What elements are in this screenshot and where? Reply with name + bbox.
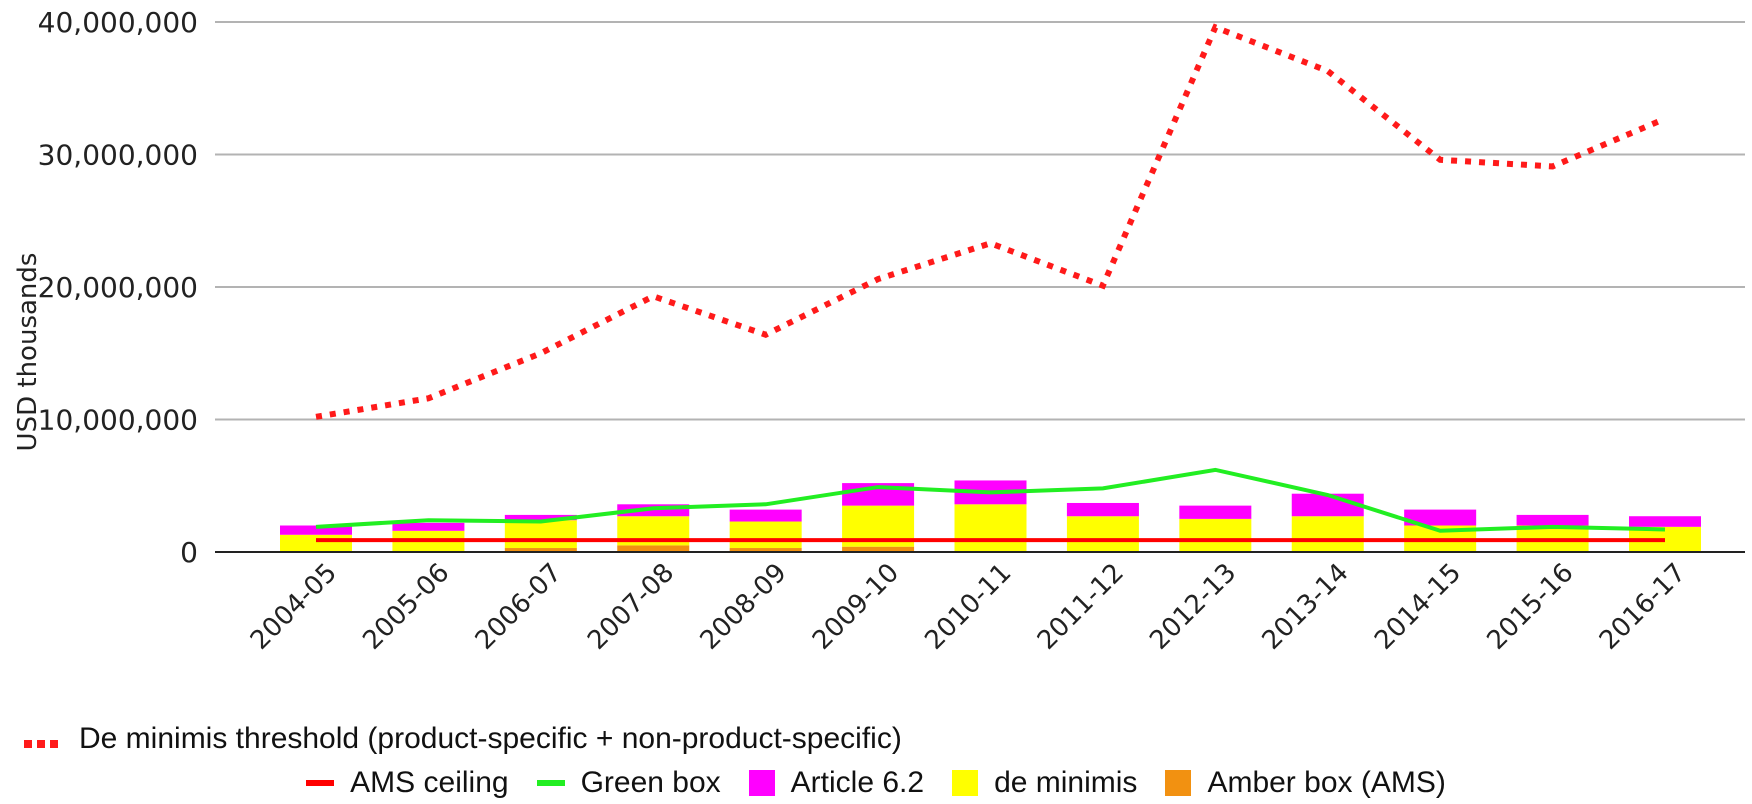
legend-row-1: De minimis threshold (product-specific +…	[10, 722, 1752, 756]
bar-segment	[1066, 502, 1139, 517]
bar-segment	[729, 521, 802, 549]
x-axis-ticks: 2004-05 2005-06 2006-07 2007-08 2008-09 2009-…	[245, 558, 1692, 656]
bar-segment	[1291, 516, 1364, 552]
legend-item: De minimis threshold (product-specific +…	[24, 722, 902, 756]
bar-segment	[504, 514, 577, 521]
bar-segment	[1066, 516, 1139, 552]
bar-segment	[1629, 516, 1701, 527]
x-tick-label: 2006-07	[470, 558, 568, 656]
legend-swatch	[952, 770, 979, 796]
series-lines	[315, 23, 1667, 543]
legend-label: Article 6.2	[790, 766, 925, 799]
x-tick-label: 2005-06	[357, 558, 455, 656]
bar-segment	[280, 534, 352, 552]
x-tick-label: 2014-15	[1369, 558, 1467, 656]
legend-item: AMS ceiling	[306, 766, 509, 800]
x-tick-label: 2013-14	[1257, 558, 1355, 656]
legend-label: de minimis	[994, 766, 1138, 799]
legend-swatch	[536, 780, 565, 786]
bar-segment	[954, 504, 1027, 552]
legend-label: AMS ceiling	[350, 766, 509, 799]
chart: 0 10,000,000 20,000,000 30,000,000 40,000,00…	[13, 6, 1745, 656]
bar-segment	[617, 545, 690, 552]
x-tick-label: 2011-12	[1032, 558, 1130, 656]
legend-item: Article 6.2	[748, 766, 925, 800]
x-tick-label: 2012-13	[1144, 558, 1242, 656]
legend-label: Amber box (AMS)	[1207, 766, 1446, 799]
legend-label: Green box	[580, 766, 721, 799]
series-line	[315, 467, 1666, 533]
bar-segment	[504, 520, 577, 549]
legend-item: Amber box (AMS)	[1165, 766, 1446, 800]
legend-item: de minimis	[952, 766, 1137, 800]
legend-label: De minimis threshold (product-specific +…	[79, 722, 902, 755]
bar-segment	[504, 548, 577, 552]
bar-segment	[392, 522, 465, 531]
gridlines	[215, 21, 1745, 421]
y-axis-ticks: 0 10,000,000 20,000,000 30,000,000 40,000,00…	[38, 6, 198, 569]
x-tick-label: 2007-08	[582, 558, 680, 656]
bar-segment	[1179, 505, 1252, 519]
series-line	[315, 23, 1667, 420]
legend-swatch	[1165, 770, 1192, 796]
legend-swatch	[748, 770, 775, 796]
legend-swatch	[306, 780, 335, 786]
x-tick-label: 2009-10	[807, 558, 905, 656]
x-tick-label: 2016-17	[1594, 558, 1692, 656]
x-tick-label: 2015-16	[1481, 558, 1579, 656]
bar-segment	[1179, 518, 1252, 552]
bar-segment	[729, 509, 802, 522]
x-tick-label: 2004-05	[245, 558, 343, 656]
bar-segment	[729, 548, 802, 552]
y-axis-label: USD thousands	[13, 253, 43, 452]
bar-segment	[1404, 509, 1477, 526]
bar-segment	[1516, 514, 1589, 526]
y-tick-label: 20,000,000	[38, 271, 198, 304]
bar-segment	[280, 525, 352, 535]
legend-row-2: AMS ceiling Green box Article 6.2 de minimi…	[0, 766, 1752, 800]
y-tick-label: 30,000,000	[38, 139, 198, 172]
x-tick-label: 2008-09	[695, 558, 793, 656]
x-tick-label: 2010-11	[919, 558, 1017, 656]
y-tick-label: 10,000,000	[38, 404, 198, 437]
legend-item: Green box	[536, 766, 721, 800]
legend-swatch	[24, 722, 63, 756]
y-tick-label: 40,000,000	[38, 6, 198, 39]
bar-segment	[842, 546, 915, 552]
y-tick-label: 0	[180, 536, 198, 569]
